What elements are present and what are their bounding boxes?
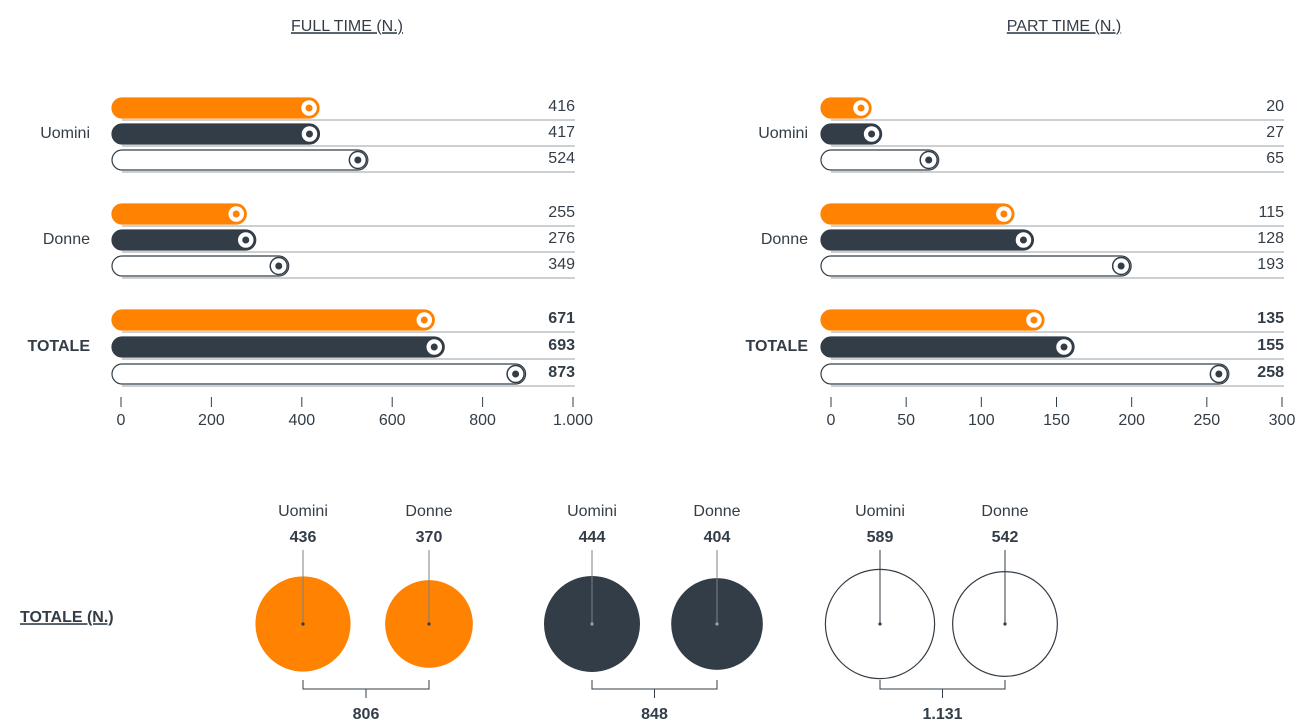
bar (111, 97, 320, 119)
bar-knob-dot (512, 370, 520, 378)
bar (111, 229, 257, 251)
bar-knob-dot (868, 130, 876, 138)
bubble-center (427, 622, 431, 626)
bar (111, 255, 290, 277)
bubble-category: Uomini (567, 503, 617, 520)
bar-knob-dot (275, 262, 283, 270)
value-label: 128 (1257, 230, 1284, 247)
value-label: 416 (548, 98, 575, 115)
total-label: 1.131 (922, 706, 962, 723)
bar (111, 203, 247, 225)
x-tick-label: 600 (379, 412, 406, 429)
bar-knob-dot (430, 343, 438, 351)
x-tick-label: 150 (1043, 412, 1070, 429)
bar (820, 336, 1075, 358)
bubble-center (715, 622, 719, 626)
value-label: 524 (548, 150, 575, 167)
value-label: 65 (1266, 150, 1284, 167)
x-tick-label: 300 (1269, 412, 1296, 429)
chart-title: PART TIME (N.) (1007, 18, 1121, 35)
bar-knob-dot (242, 236, 250, 244)
x-tick-label: 200 (1118, 412, 1145, 429)
category-label: Donne (43, 231, 90, 248)
bubble-value: 370 (416, 529, 443, 546)
x-tick-label: 1.000 (553, 412, 593, 429)
bar (111, 149, 369, 171)
bar-knob-dot (420, 316, 428, 324)
value-label: 115 (1258, 204, 1284, 221)
bubble-center (301, 622, 305, 626)
category-label: Uomini (40, 125, 90, 142)
bar (820, 309, 1045, 331)
value-label: 258 (1257, 364, 1284, 381)
value-label: 255 (548, 204, 575, 221)
x-tick-label: 0 (827, 412, 836, 429)
bubble-center (1003, 622, 1007, 626)
value-label: 20 (1266, 98, 1284, 115)
x-tick-label: 200 (198, 412, 225, 429)
bar-knob-dot (1215, 370, 1223, 378)
bar (111, 336, 445, 358)
bar (111, 363, 527, 385)
category-label: TOTALE (27, 338, 90, 355)
value-label: 135 (1257, 310, 1284, 327)
bar (111, 309, 435, 331)
bar (820, 255, 1132, 277)
category-label: TOTALE (745, 338, 808, 355)
bar-knob-dot (305, 130, 313, 138)
bubble-value: 444 (579, 529, 606, 546)
bar-knob-dot (1000, 210, 1008, 218)
bar (820, 363, 1230, 385)
bubble-category: Donne (405, 503, 452, 520)
bar-knob-dot (354, 156, 362, 164)
bubble-category: Donne (693, 503, 740, 520)
bar-knob-dot (232, 210, 240, 218)
bar-knob-dot (857, 104, 865, 112)
total-label: 806 (353, 706, 380, 723)
bubble-category: Uomini (278, 503, 328, 520)
x-tick-label: 50 (897, 412, 915, 429)
x-tick-label: 250 (1193, 412, 1220, 429)
bar-knob-dot (1117, 262, 1125, 270)
category-label: Donne (761, 231, 808, 248)
bar-knob-dot (1019, 236, 1027, 244)
bar-knob-dot (1060, 343, 1068, 351)
bubble-category: Uomini (855, 503, 905, 520)
bracket (879, 680, 1006, 698)
value-label: 276 (548, 230, 575, 247)
bar-knob-dot (305, 104, 313, 112)
value-label: 693 (548, 337, 575, 354)
value-label: 27 (1266, 124, 1284, 141)
chart-title: TOTALE (N.) (20, 609, 114, 626)
x-tick-label: 400 (288, 412, 315, 429)
bar-knob-dot (1030, 316, 1038, 324)
chart-title: FULL TIME (N.) (291, 18, 403, 35)
value-label: 417 (548, 124, 575, 141)
value-label: 671 (548, 310, 575, 327)
value-label: 155 (1257, 337, 1284, 354)
value-label: 193 (1257, 256, 1284, 273)
bubble-value: 542 (992, 529, 1019, 546)
x-tick-label: 100 (968, 412, 995, 429)
bubble-value: 404 (704, 529, 731, 546)
bubble-center (878, 622, 882, 626)
bar (111, 123, 321, 145)
bubble-center (590, 622, 594, 626)
x-tick-label: 0 (117, 412, 126, 429)
value-label: 349 (548, 256, 575, 273)
value-label: 873 (548, 364, 575, 381)
bubble-value: 589 (867, 529, 894, 546)
bar (820, 149, 940, 171)
bracket (302, 680, 430, 698)
bar (820, 229, 1035, 251)
bar-knob-dot (925, 156, 933, 164)
total-label: 848 (641, 706, 668, 723)
bubble-category: Donne (981, 503, 1028, 520)
bracket (591, 680, 718, 698)
bubble-value: 436 (290, 529, 317, 546)
bar (820, 203, 1015, 225)
category-label: Uomini (758, 125, 808, 142)
x-tick-label: 800 (469, 412, 496, 429)
